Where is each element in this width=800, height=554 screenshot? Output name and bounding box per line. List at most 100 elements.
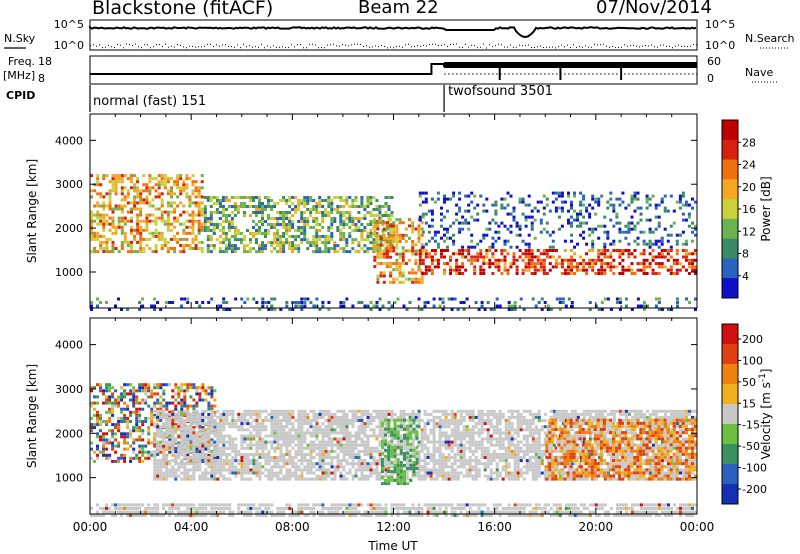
heatmap-cell [294,205,298,208]
heatmap-cell [249,468,253,472]
heatmap-cell [600,301,604,304]
heatmap-cell [228,446,232,450]
heatmap-cell [494,265,498,269]
heatmap-cell [503,258,507,262]
heatmap-cell [420,428,424,432]
heatmap-cell [515,265,519,269]
nave-tick-bottom: 0 [707,72,714,85]
heatmap-cell [222,440,226,444]
heatmap-cell [120,198,124,202]
heatmap-cell [230,247,234,251]
heatmap-cell [398,240,402,243]
heatmap-cell [411,268,415,272]
heatmap-cell [236,196,240,199]
heatmap-cell [186,462,190,466]
heatmap-cell [342,235,346,238]
heatmap-cell [291,471,295,475]
colorbar-tick-label: 20 [742,181,756,194]
heatmap-cell [154,228,158,232]
heatmap-cell [153,422,157,426]
heatmap-cell [597,203,601,207]
heatmap-cell [657,252,661,256]
heatmap-cell [657,224,661,228]
heatmap-cell [177,441,181,445]
heatmap-cell [675,200,679,204]
heatmap-cell [382,236,386,240]
heatmap-cell [456,431,460,435]
heatmap-cell [200,186,204,190]
heatmap-cell [500,252,504,256]
heatmap-cell [231,412,235,416]
heatmap-cell [168,416,172,420]
heatmap-cell [273,425,277,429]
heatmap-cell [530,249,534,252]
heatmap-cell [500,249,504,252]
heatmap-cell [588,233,592,237]
heatmap-cell [464,209,468,213]
heatmap-cell [573,252,576,256]
heatmap-cell [411,415,415,419]
heatmap-cell [548,255,552,259]
heatmap-cell [114,231,118,235]
heatmap-cell [288,431,292,435]
heatmap-cell [339,449,343,453]
heatmap-cell [417,419,421,422]
heatmap-cell [182,231,186,235]
heatmap-cell [180,459,184,463]
heatmap-cell [357,211,361,214]
heatmap-cell [99,195,103,199]
heatmap-cell [402,304,406,308]
heatmap-cell [176,195,180,199]
heatmap-cell [285,412,289,416]
heatmap-cell [494,221,498,225]
heatmap-cell [429,431,433,435]
heatmap-cell [123,416,127,420]
heatmap-cell [491,262,495,266]
heatmap-cell [470,215,474,219]
heatmap-cell [194,213,198,217]
heatmap-cell [177,434,181,438]
heatmap-cell [160,244,164,247]
heatmap-cell [264,244,267,248]
heatmap-cell [159,431,163,435]
heatmap-cell [648,245,652,249]
heatmap-cell [165,462,169,466]
heatmap-cell [433,230,437,234]
heatmap-cell [366,412,370,416]
heatmap-cell [174,437,178,441]
heatmap-cell [154,183,158,187]
heatmap-cell [563,268,567,272]
heatmap-cell [327,301,331,304]
heatmap-cell [267,477,271,481]
heatmap-cell [435,440,439,444]
heatmap-cell [482,255,486,259]
heatmap-cell [444,443,448,447]
heatmap-cell [474,465,478,469]
heatmap-cell [318,428,322,432]
heatmap-cell [120,410,124,414]
heatmap-cell [207,462,211,466]
heatmap-cell [201,449,205,453]
heatmap-cell [222,412,226,416]
heatmap-cell [237,459,241,463]
heatmap-cell [200,213,204,217]
heatmap-cell [224,196,228,199]
heatmap-cell [157,195,161,199]
heatmap-cell [372,434,376,438]
heatmap-cell [432,456,436,459]
heatmap-cell [330,443,334,447]
heatmap-cell [414,456,418,459]
heatmap-cell [424,249,428,252]
heatmap-cell [174,386,178,390]
heatmap-cell [300,308,304,311]
heatmap-cell [648,252,652,256]
heatmap-cell [465,446,469,450]
heatmap-cell [177,449,181,453]
heatmap-cell [160,216,164,220]
heatmap-cell [222,308,226,311]
heatmap-cell [173,192,177,196]
heatmap-cell [594,197,598,201]
heatmap-cell [342,301,346,304]
heatmap-cell [542,252,546,256]
heatmap-cell [342,223,346,226]
